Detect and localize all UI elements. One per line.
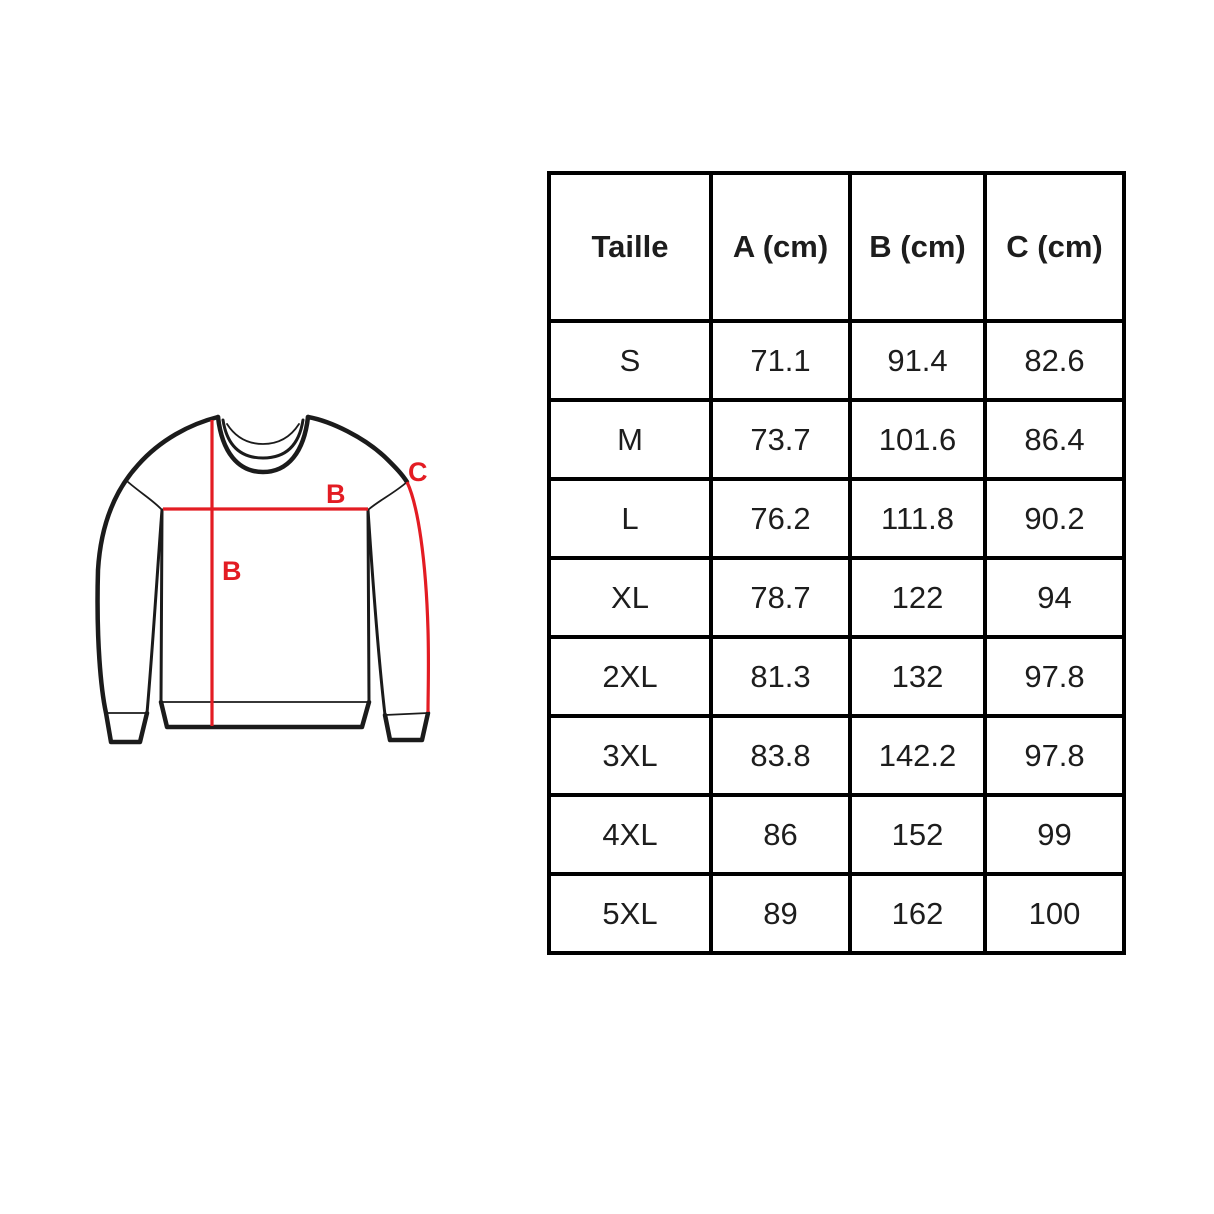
sweater-hem-outline xyxy=(158,699,372,730)
b-cell: 111.8 xyxy=(848,477,987,560)
c-cell: 99 xyxy=(983,793,1126,876)
measurement-line-sleeve-curve xyxy=(405,481,431,713)
c-cell: 97.8 xyxy=(983,635,1126,718)
sweater-right-armhole-seam xyxy=(367,481,408,511)
table-row: 4XL 86 152 99 xyxy=(547,793,1126,876)
table-row: S 71.1 91.4 82.6 xyxy=(547,319,1126,402)
b-cell: 101.6 xyxy=(848,398,987,481)
sweater-body-left-edge xyxy=(159,508,164,704)
table-row: 5XL 89 162 100 xyxy=(547,872,1126,955)
size-cell: M xyxy=(547,398,713,481)
sweater-right-sleeve-inner-edge xyxy=(366,508,387,717)
table-row: XL 78.7 122 94 xyxy=(547,556,1126,639)
b-cell: 122 xyxy=(848,556,987,639)
table-row: 3XL 83.8 142.2 97.8 xyxy=(547,714,1126,797)
a-cell: 71.1 xyxy=(709,319,852,402)
size-chart-header-row: Taille A (cm) B (cm) C (cm) xyxy=(547,171,1126,323)
c-cell: 100 xyxy=(983,872,1126,955)
c-cell: 82.6 xyxy=(983,319,1126,402)
size-cell: XL xyxy=(547,556,713,639)
measurement-label-c-sleeve: C xyxy=(408,457,428,487)
b-cell: 162 xyxy=(848,872,987,955)
sweater-back-neck-seam xyxy=(226,423,300,445)
size-cell: 5XL xyxy=(547,872,713,955)
a-cell: 73.7 xyxy=(709,398,852,481)
measurement-label-b-chest: B xyxy=(326,479,346,509)
column-header-b-cm: B (cm) xyxy=(848,171,987,323)
column-header-c-cm: C (cm) xyxy=(983,171,1126,323)
sweater-left-armhole-seam xyxy=(127,481,163,511)
size-cell: S xyxy=(547,319,713,402)
b-cell: 152 xyxy=(848,793,987,876)
size-cell: 2XL xyxy=(547,635,713,718)
sweater-left-sleeve-outline xyxy=(95,414,221,745)
b-cell: 91.4 xyxy=(848,319,987,402)
a-cell: 81.3 xyxy=(709,635,852,718)
b-cell: 142.2 xyxy=(848,714,987,797)
b-cell: 132 xyxy=(848,635,987,718)
a-cell: 83.8 xyxy=(709,714,852,797)
a-cell: 76.2 xyxy=(709,477,852,560)
sweater-right-cuff-outline xyxy=(382,710,431,743)
size-cell: L xyxy=(547,477,713,560)
size-chart-table: Taille A (cm) B (cm) C (cm) S 71.1 91.4 … xyxy=(547,171,1126,955)
c-cell: 94 xyxy=(983,556,1126,639)
c-cell: 97.8 xyxy=(983,714,1126,797)
sweater-collar-inner xyxy=(221,418,305,460)
size-cell: 4XL xyxy=(547,793,713,876)
table-row: 2XL 81.3 132 97.8 xyxy=(547,635,1126,718)
table-row: M 73.7 101.6 86.4 xyxy=(547,398,1126,481)
table-row: L 76.2 111.8 90.2 xyxy=(547,477,1126,560)
column-header-a-cm: A (cm) xyxy=(709,171,852,323)
size-cell: 3XL xyxy=(547,714,713,797)
sweater-right-shoulder-outline xyxy=(305,414,410,485)
sweater-right-cuff-top-seam xyxy=(384,712,429,716)
a-cell: 89 xyxy=(709,872,852,955)
c-cell: 86.4 xyxy=(983,398,1126,481)
column-header-taille: Taille xyxy=(547,171,713,323)
c-cell: 90.2 xyxy=(983,477,1126,560)
measurement-label-b-length: B xyxy=(222,556,242,586)
sweater-collar-outer xyxy=(215,414,311,475)
sweater-body-right-edge xyxy=(366,508,371,704)
a-cell: 86 xyxy=(709,793,852,876)
a-cell: 78.7 xyxy=(709,556,852,639)
